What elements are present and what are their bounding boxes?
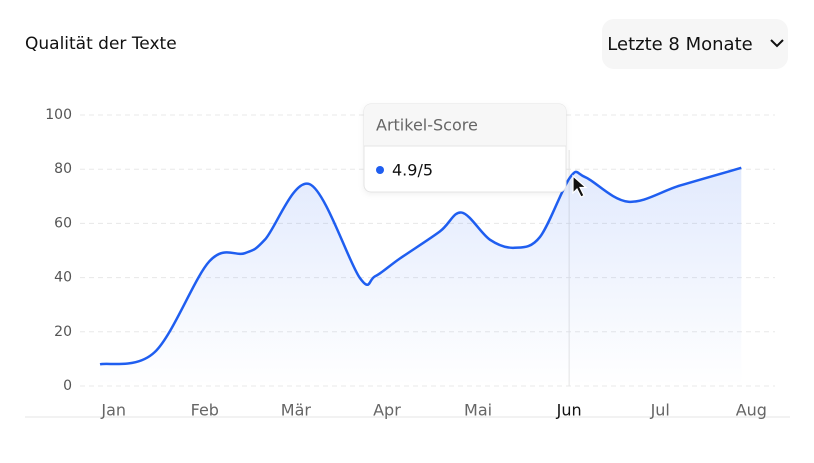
y-tick-label: 40 (54, 270, 72, 286)
tooltip-title: Artikel-Score (376, 116, 478, 135)
x-tick-label: Aug (736, 401, 767, 420)
tooltip: Artikel-Score 4.9/5 (363, 103, 567, 193)
plot: 0 20 40 60 80 100 Jan Feb Mär Apr Mai Jun Jul Aug (45, 107, 775, 420)
x-tick-label: Apr (373, 401, 401, 420)
dropdown-label[interactable]: Letzte 8 Monate (607, 34, 752, 55)
x-tick-label: Feb (191, 401, 219, 420)
area (100, 167, 742, 386)
x-tick-label: Jul (650, 401, 670, 420)
y-tick-label: 0 (63, 378, 72, 394)
chevron-icon[interactable] (770, 39, 784, 48)
y-tick-label: 60 (54, 215, 72, 231)
y-tick-label: 20 (54, 324, 72, 340)
x-tick-label: Mai (464, 401, 492, 420)
cursor-icon (572, 174, 588, 198)
x-tick-label: Jun (556, 401, 582, 420)
x-tick-label: Jan (100, 401, 126, 420)
dropdown-bg[interactable] (602, 19, 788, 69)
tooltip-dot (376, 166, 384, 174)
tooltip-header (364, 104, 566, 146)
x-tick-label: Mär (281, 401, 312, 420)
tooltip-value: 4.9/5 (392, 161, 433, 180)
chart-title: Qualität der Texte (25, 34, 177, 54)
range-dropdown[interactable]: Letzte 8 Monate (602, 19, 788, 69)
y-tick-label: 80 (54, 161, 72, 177)
y-tick-label: 100 (45, 107, 72, 123)
line (99, 166, 742, 366)
